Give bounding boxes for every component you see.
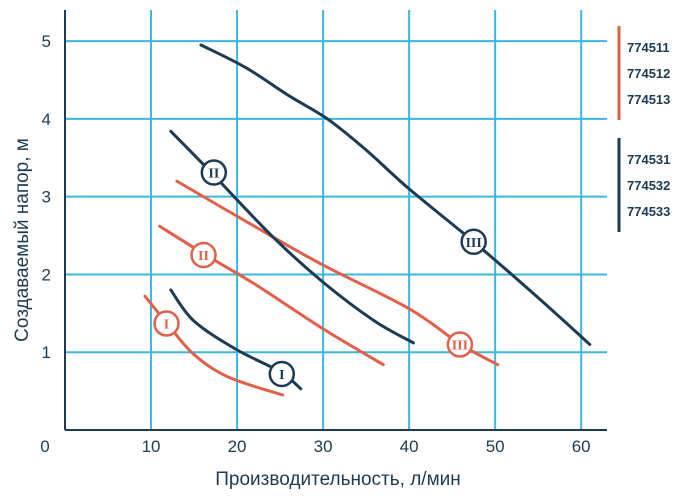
series-marker-I: I [268,360,296,388]
marker-circle [446,331,474,358]
y-tick-label: 3 [42,188,51,207]
y-axis-title: Создаваемый напор, м [12,138,33,342]
series-line-navy-III [199,43,592,346]
marker-label: III [452,338,468,353]
legend-entry: 774532 [627,178,670,193]
y-tick-label: 4 [42,110,51,129]
marker-label: I [279,368,284,383]
legend-entry: 774533 [627,204,670,219]
legend-group-1: 774511 774512 774513 [617,26,670,120]
x-tick-label: 20 [228,437,247,456]
marker-circle [268,360,296,388]
series-marker-II: II [190,241,217,269]
y-tick-label: 5 [42,32,51,51]
series-marker-I: I [153,310,180,337]
series-marker-III: III [446,331,474,358]
y-tick-label: 2 [42,265,51,284]
series-marker-II: II [200,159,228,186]
legend-entry: 774513 [627,92,670,107]
x-axis-title: Производительность, л/мин [215,469,461,490]
legend-entry: 774531 [627,152,670,167]
marker-label: II [198,249,209,264]
x-tick-label: 50 [486,437,505,456]
marker-circle [190,241,217,269]
legend-entry: 774511 [627,40,670,55]
x-tick-label: 30 [314,437,333,456]
legend-group-2: 774531 774532 774533 [617,138,670,232]
axes [64,10,607,431]
x-tick-label: 10 [142,437,161,456]
y-tick-labels: 1 2 3 4 5 [42,32,51,362]
marker-circle [200,159,228,186]
marker-label: II [208,167,219,182]
legend: 774511 774512 774513 774531 774532 774533 [617,26,670,232]
x-tick-label: 60 [572,437,591,456]
series-lines [143,43,592,397]
legend-entry: 774512 [627,66,670,81]
series-marker-III: III [460,228,487,256]
grid [65,10,607,430]
y-tick-label: 1 [42,343,51,362]
x-tick-label: 40 [400,437,419,456]
marker-circle [460,228,487,256]
x-tick-labels: 0 10 20 30 40 50 60 [40,437,590,456]
marker-label: I [164,317,169,332]
marker-label: III [465,236,481,251]
x-tick-label: 0 [40,437,49,456]
marker-circle [153,310,180,337]
